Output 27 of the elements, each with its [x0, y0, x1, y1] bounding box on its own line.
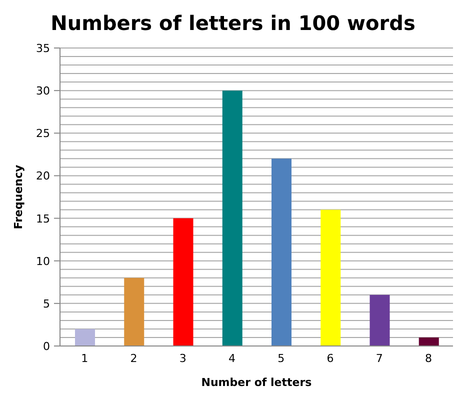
y-tick-label: 35 — [36, 42, 50, 55]
bar — [75, 328, 95, 346]
y-tick-label: 25 — [36, 127, 50, 140]
bar — [173, 218, 194, 346]
y-tick-label: 15 — [36, 212, 50, 226]
x-tick-label: 7 — [376, 352, 383, 365]
bar — [418, 337, 439, 346]
x-tick-label: 2 — [130, 352, 138, 365]
bar — [124, 278, 144, 346]
x-tick-label: 3 — [179, 352, 186, 365]
x-tick-label: 6 — [326, 352, 334, 365]
y-axis-title: Frequency — [12, 164, 25, 230]
x-tick-label: 1 — [81, 352, 88, 365]
bar — [370, 294, 390, 346]
bar — [320, 210, 341, 346]
bar — [272, 158, 292, 346]
bar — [222, 90, 242, 346]
x-tick-label: 8 — [424, 352, 432, 365]
y-tick-label: 5 — [43, 297, 50, 310]
chart-title: Numbers of letters in 100 words — [50, 10, 416, 37]
y-tick-label: 20 — [36, 170, 50, 183]
x-tick-label: 5 — [278, 352, 285, 365]
y-tick-label: 10 — [36, 254, 50, 268]
x-tick-label: 4 — [228, 352, 236, 365]
y-tick-label: 0 — [43, 340, 50, 353]
x-axis-title: Number of letters — [201, 376, 312, 389]
y-tick-label: 30 — [36, 84, 50, 98]
